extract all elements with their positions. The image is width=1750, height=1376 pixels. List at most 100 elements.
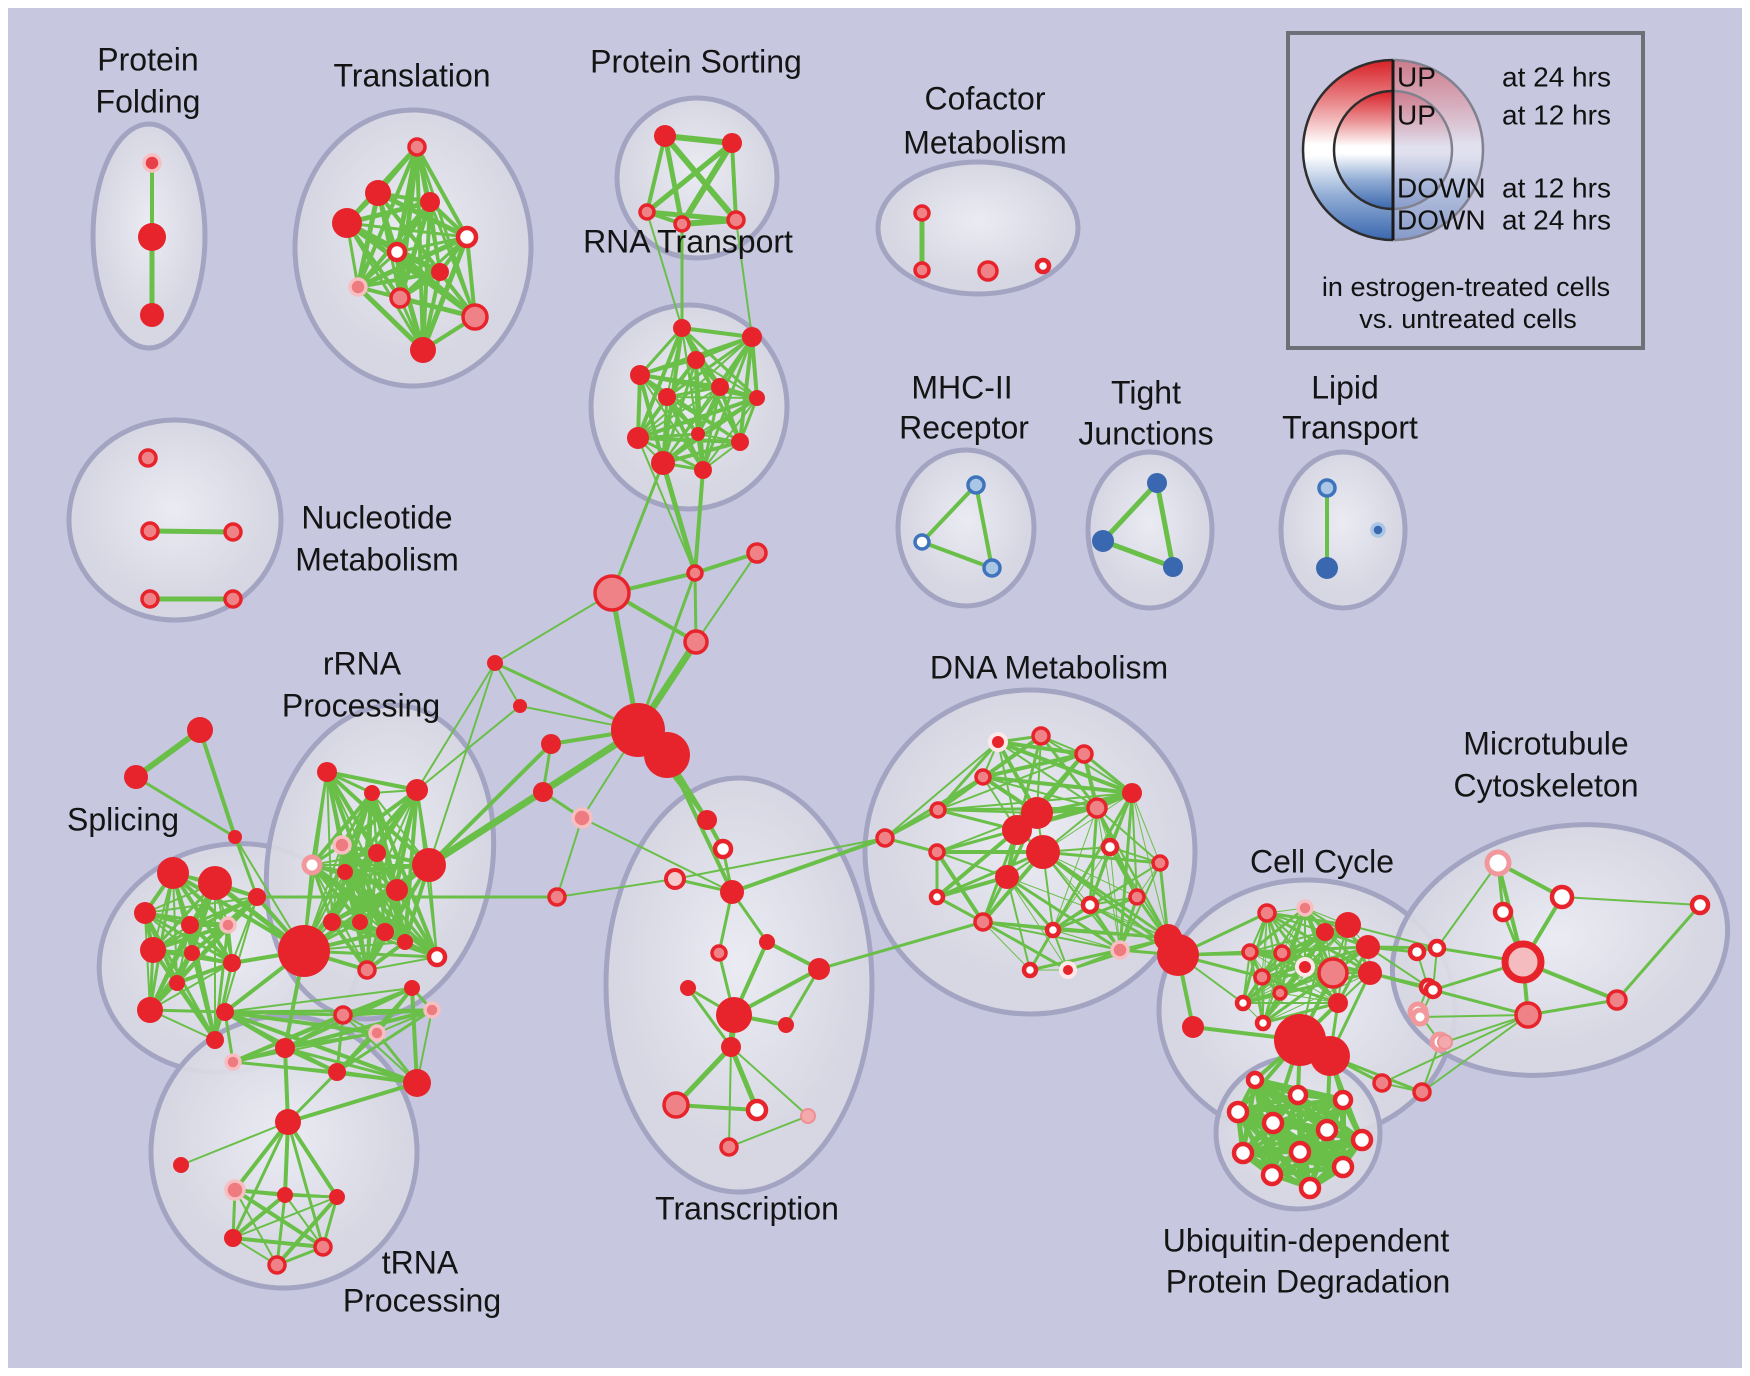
network-node-77-R [206, 1031, 224, 1049]
network-edge [325, 770, 419, 792]
network-edge [284, 1194, 324, 1248]
network-edge [428, 662, 496, 866]
network-edge [234, 1189, 278, 1266]
cluster-label-cofactor-metabolism-line1: Cofactor [925, 80, 1046, 116]
network-edge [981, 920, 1070, 972]
network-node-69-R [181, 916, 199, 934]
legend-row-4-time: at 24 hrs [1502, 204, 1611, 235]
network-node-65-R [228, 830, 242, 844]
cluster-label-rrna-processing-line1: rRNA [323, 645, 402, 681]
network-edge [427, 790, 545, 867]
network-edge [1154, 480, 1176, 570]
network-node-120-R [1002, 815, 1032, 845]
network-node-144-Rp [1317, 957, 1349, 989]
network-edge [637, 437, 696, 574]
network-node-57-R [278, 925, 330, 977]
network-node-92-R [224, 1229, 242, 1247]
network-node-87-R [275, 1109, 301, 1135]
network-edge [341, 1008, 434, 1017]
network-edge [1042, 792, 1133, 853]
network-edge [231, 1120, 290, 1240]
network-edge [1419, 1014, 1529, 1018]
cluster-label-trna-processing-line1: tRNA [382, 1244, 459, 1280]
network-edge [365, 863, 431, 972]
network-edge [213, 923, 230, 1042]
network-edge [666, 396, 741, 443]
network-edge [1367, 946, 1429, 988]
network-node-6-R [420, 192, 440, 212]
network-edge [223, 1010, 419, 1085]
network-edge [679, 140, 735, 227]
cluster-ellipse-transcription [603, 775, 875, 1195]
network-edge [730, 1046, 809, 1117]
network-node-73-R [184, 945, 200, 961]
network-node-115-Rp [929, 801, 947, 819]
network-edge [310, 791, 374, 867]
network-node-145-R [1358, 961, 1382, 985]
network-edge [283, 1193, 339, 1199]
network-edge [661, 440, 742, 465]
network-node-175-Rw [1427, 938, 1447, 958]
network-edge [1444, 1014, 1529, 1043]
network-edge [416, 662, 496, 791]
network-edge [427, 742, 553, 867]
network-node-96-Rw [712, 838, 734, 860]
network-node-34-R [694, 461, 712, 479]
network-node-39-R [487, 655, 503, 671]
network-node-184-Bl [982, 558, 1002, 578]
network-node-189-B [1316, 557, 1338, 579]
network-node-192-Rp [140, 521, 160, 541]
network-node-163-Rw [1261, 1111, 1285, 1135]
network-edge [151, 895, 259, 952]
network-node-186-B [1092, 530, 1114, 552]
cluster-label-tight-junctions-line1: Tight [1111, 374, 1181, 410]
network-node-105-R [721, 1037, 741, 1057]
cluster-label-rrna-processing-line2: Processing [282, 687, 440, 723]
network-edge [1421, 1014, 1529, 1093]
network-edge [415, 145, 469, 239]
network-node-67-R [198, 866, 232, 900]
network-edge [738, 335, 754, 444]
network-node-78-R [216, 1003, 234, 1021]
cluster-ellipse-nucleotide-metabolism [66, 417, 284, 623]
network-edge [1381, 1014, 1529, 1084]
cluster-ellipse-trna-processing [148, 1013, 420, 1291]
network-edge [1042, 851, 1138, 898]
network-node-72-R [140, 937, 166, 963]
network-node-35-Rp [686, 564, 704, 582]
network-node-113-Rp [1074, 744, 1094, 764]
network-node-17-Rp [673, 215, 691, 233]
network-node-1-R [138, 223, 166, 251]
network-node-0-pR [142, 153, 162, 173]
network-node-24-R [742, 327, 762, 347]
network-node-89-pP [224, 1179, 246, 1201]
network-edge [674, 837, 886, 880]
cluster-label-nucleotide-metabolism-line1: Nucleotide [301, 499, 452, 535]
network-node-54-R [397, 934, 413, 950]
network-edge [1088, 845, 1112, 907]
network-edge [686, 986, 733, 1049]
network-edge [645, 134, 667, 214]
cluster-label-protein-sorting: Protein Sorting [590, 43, 802, 79]
network-node-85-pP [423, 1001, 441, 1019]
cluster-label-tight-junctions-line2: Junctions [1078, 415, 1213, 451]
network-edge [1248, 945, 1370, 954]
network-node-109-Rp [719, 1137, 739, 1157]
network-node-12-Rp [461, 303, 489, 331]
network-node-9-R [431, 263, 449, 281]
cluster-ellipse-cofactor-metabolism [875, 159, 1081, 297]
network-node-167-Rw [1288, 1140, 1312, 1164]
network-node-117-Rp [1086, 797, 1108, 819]
network-edge [884, 741, 999, 839]
network-edge [1431, 988, 1530, 1017]
legend-row-1-time: at 24 hrs [1502, 61, 1611, 92]
network-node-94-Rp [267, 1255, 287, 1275]
network-edge [366, 956, 438, 971]
network-edge [883, 808, 940, 840]
network-edge [133, 727, 203, 780]
network-edge [728, 1115, 809, 1148]
network-node-169-Rw [1260, 1163, 1284, 1187]
network-node-180-P [1437, 1034, 1453, 1050]
network-edge [1005, 875, 1122, 952]
network-edge [421, 270, 442, 352]
